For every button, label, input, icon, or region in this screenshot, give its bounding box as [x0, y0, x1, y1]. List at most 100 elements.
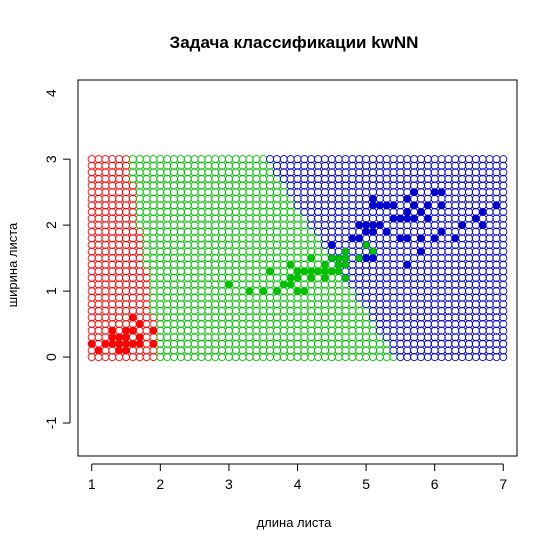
data-point-setosa: [129, 340, 136, 347]
data-point-setosa: [109, 327, 116, 334]
data-point-versicolor: [363, 242, 370, 249]
data-point-virginica: [424, 202, 431, 209]
data-point-versicolor: [342, 255, 349, 262]
data-point-versicolor: [342, 274, 349, 281]
data-point-setosa: [116, 340, 123, 347]
data-point-versicolor: [342, 248, 349, 255]
data-point-virginica: [411, 202, 418, 209]
data-point-versicolor: [301, 288, 308, 295]
data-point-versicolor: [294, 274, 301, 281]
data-point-virginica: [404, 195, 411, 202]
data-point-virginica: [459, 222, 466, 229]
x-tick-label: 3: [225, 476, 233, 492]
data-point-versicolor: [335, 268, 342, 275]
data-point-virginica: [370, 222, 377, 229]
data-point-versicolor: [328, 255, 335, 262]
data-point-setosa: [123, 347, 130, 354]
data-point-virginica: [370, 195, 377, 202]
data-point-virginica: [390, 215, 397, 222]
data-point-virginica: [363, 228, 370, 235]
data-point-virginica: [411, 189, 418, 196]
data-point-setosa: [102, 340, 109, 347]
data-point-versicolor: [301, 268, 308, 275]
data-point-setosa: [129, 314, 136, 321]
data-point-versicolor: [267, 268, 274, 275]
data-point-virginica: [404, 215, 411, 222]
data-point-setosa: [95, 347, 102, 354]
data-point-setosa: [88, 340, 95, 347]
data-point-versicolor: [322, 268, 329, 275]
data-point-setosa: [150, 340, 157, 347]
x-tick-label: 2: [156, 476, 164, 492]
data-point-virginica: [424, 215, 431, 222]
data-point-versicolor: [287, 274, 294, 281]
data-point-versicolor: [315, 268, 322, 275]
data-point-virginica: [479, 222, 486, 229]
data-point-virginica: [376, 202, 383, 209]
data-point-setosa: [109, 340, 116, 347]
data-point-virginica: [404, 209, 411, 216]
data-point-virginica: [383, 228, 390, 235]
y-axis-label: ширина листа: [5, 222, 20, 307]
data-point-setosa: [136, 321, 143, 328]
data-point-virginica: [376, 222, 383, 229]
data-point-versicolor: [246, 288, 253, 295]
y-tick-label: -1: [43, 417, 59, 430]
x-axis-label: длина листа: [257, 515, 333, 530]
data-point-virginica: [363, 222, 370, 229]
data-point-virginica: [370, 228, 377, 235]
data-point-setosa: [136, 340, 143, 347]
data-point-virginica: [438, 189, 445, 196]
data-point-versicolor: [226, 281, 233, 288]
data-point-virginica: [472, 215, 479, 222]
x-tick-label: 4: [294, 476, 302, 492]
data-point-virginica: [356, 222, 363, 229]
data-point-versicolor: [356, 255, 363, 262]
data-point-versicolor: [287, 261, 294, 268]
data-point-versicolor: [322, 261, 329, 268]
data-point-virginica: [418, 248, 425, 255]
x-tick-label: 6: [431, 476, 439, 492]
data-point-virginica: [328, 242, 335, 249]
x-tick-label: 5: [362, 476, 370, 492]
data-point-virginica: [493, 202, 500, 209]
data-point-setosa: [123, 340, 130, 347]
data-point-versicolor: [328, 268, 335, 275]
data-point-virginica: [438, 228, 445, 235]
data-point-setosa: [116, 334, 123, 341]
data-point-virginica: [397, 235, 404, 242]
data-point-versicolor: [260, 288, 267, 295]
data-point-versicolor: [370, 248, 377, 255]
y-tick-label: 1: [43, 287, 59, 295]
data-point-setosa: [116, 347, 123, 354]
data-point-versicolor: [274, 288, 281, 295]
data-point-virginica: [431, 189, 438, 196]
data-point-versicolor: [280, 281, 287, 288]
data-point-virginica: [370, 202, 377, 209]
data-point-versicolor: [308, 268, 315, 275]
data-point-virginica: [411, 215, 418, 222]
data-point-versicolor: [335, 261, 342, 268]
x-tick-label: 7: [499, 476, 507, 492]
data-point-virginica: [431, 235, 438, 242]
data-point-virginica: [452, 235, 459, 242]
data-point-setosa: [123, 334, 130, 341]
data-point-setosa: [150, 327, 157, 334]
y-tick-label: 3: [43, 155, 59, 163]
data-point-virginica: [370, 255, 377, 262]
y-tick-label: 4: [43, 89, 59, 97]
data-point-versicolor: [294, 288, 301, 295]
data-point-virginica: [383, 202, 390, 209]
data-point-setosa: [136, 334, 143, 341]
data-point-versicolor: [308, 274, 315, 281]
data-point-virginica: [363, 255, 370, 262]
data-point-setosa: [123, 327, 130, 334]
data-point-virginica: [390, 202, 397, 209]
data-point-versicolor: [294, 268, 301, 275]
data-point-virginica: [404, 261, 411, 268]
data-point-virginica: [356, 235, 363, 242]
chart-title: Задача классификации kwNN: [170, 33, 419, 52]
data-point-versicolor: [335, 255, 342, 262]
data-point-virginica: [479, 209, 486, 216]
